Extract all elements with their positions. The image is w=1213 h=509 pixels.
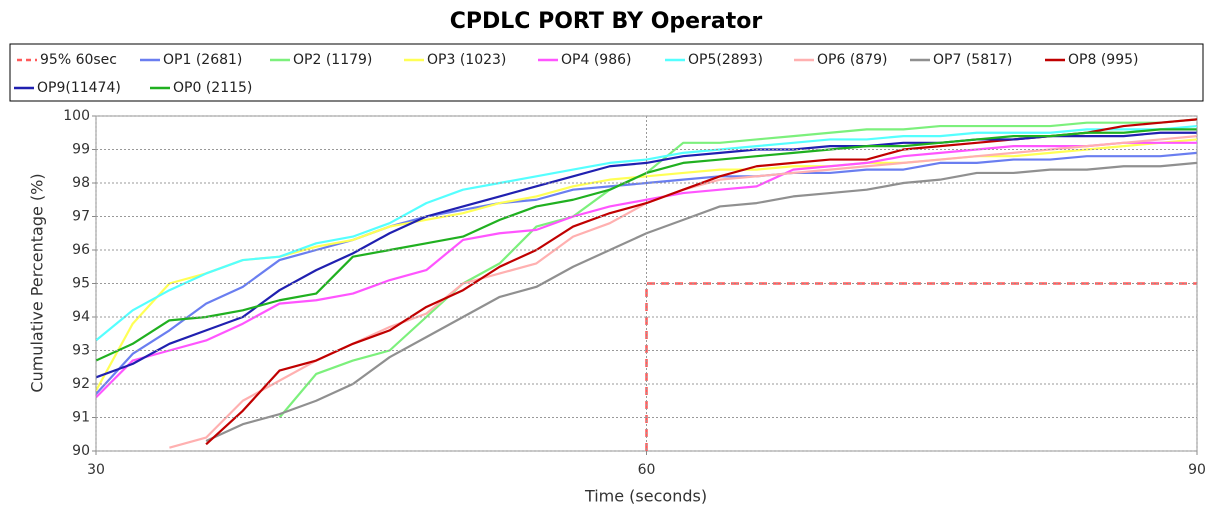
y-tick-label: 92 (72, 376, 90, 392)
y-tick-label: 94 (72, 309, 90, 325)
y-tick-label: 91 (72, 410, 90, 426)
legend-label: OP2 (1179) (293, 52, 372, 68)
series-line (205, 161, 1197, 442)
legend-label: OP1 (2681) (163, 52, 242, 68)
series-line (96, 151, 1197, 395)
x-axis-label: Time (seconds) (584, 487, 707, 506)
legend-label: OP7 (5817) (933, 52, 1012, 68)
y-tick-label: 96 (72, 242, 90, 258)
y-tick-label: 97 (72, 209, 90, 225)
x-tick-label: 60 (638, 462, 656, 478)
series-line (278, 118, 1197, 419)
legend-label: OP9(11474) (37, 80, 121, 96)
y-tick-label: 93 (72, 343, 90, 359)
chart-title: CPDLC PORT BY Operator (450, 9, 763, 34)
legend-label: OP6 (879) (817, 52, 887, 68)
legend-box (9, 43, 1204, 102)
series-line (96, 141, 1197, 399)
y-tick-label: 95 (72, 276, 90, 292)
legend-label: OP4 (986) (561, 52, 631, 68)
x-tick-label: 90 (1188, 462, 1206, 478)
series-line (96, 131, 1197, 379)
y-axis-label: Cumulative Percentage (%) (28, 173, 47, 392)
legend-label: 95% 60sec (40, 52, 117, 68)
y-tick-label: 100 (63, 108, 90, 124)
series-line (96, 124, 1197, 342)
legend-label: OP0 (2115) (173, 80, 252, 96)
y-tick-label: 90 (72, 443, 90, 459)
legend-label: OP3 (1023) (427, 52, 506, 68)
x-tick-label: 30 (87, 462, 105, 478)
legend-label: OP5(2893) (688, 52, 763, 68)
y-tick-label: 99 (72, 142, 90, 158)
legend-label: OP8 (995) (1068, 52, 1138, 68)
y-tick-label: 98 (72, 175, 90, 191)
